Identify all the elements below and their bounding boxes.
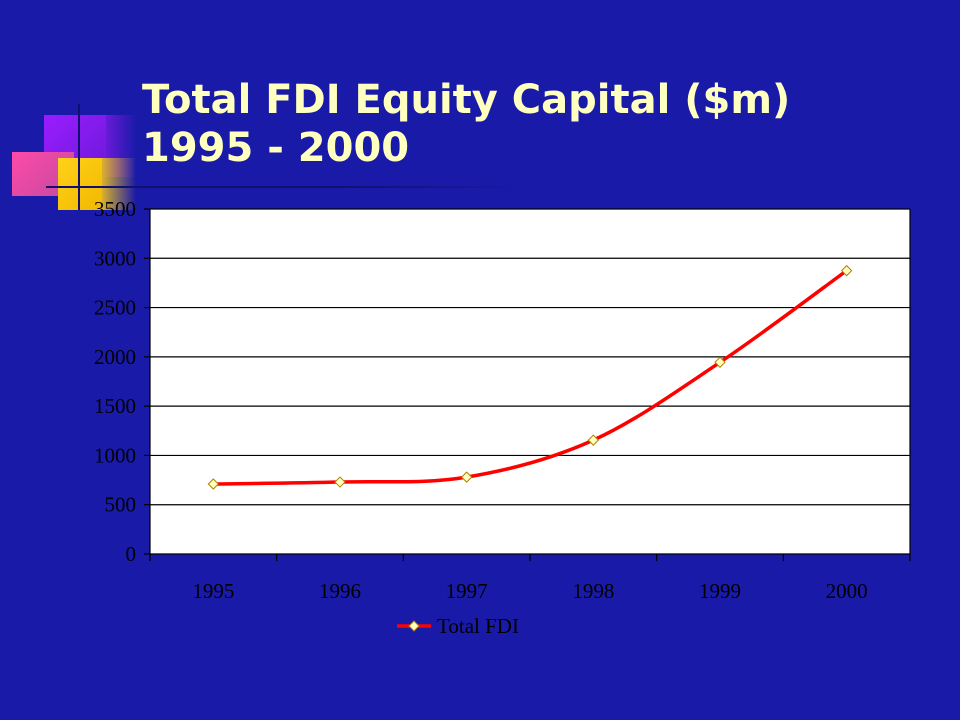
y-tick-label: 3500 <box>94 197 136 221</box>
x-tick-label: 1995 <box>192 579 234 603</box>
x-tick-label: 1999 <box>699 579 741 603</box>
legend-marker <box>408 620 420 632</box>
data-point-1998 <box>587 434 600 446</box>
decor-vertical-line <box>78 104 80 210</box>
y-tick-label: 2000 <box>94 345 136 369</box>
slide-title: Total FDI Equity Capital ($m) 1995 - 200… <box>142 77 791 171</box>
x-tick-label: 1998 <box>572 579 614 603</box>
x-tick-label: 2000 <box>826 579 868 603</box>
decor-yellow-square <box>58 158 102 210</box>
data-point-1999 <box>714 356 726 368</box>
data-point-1995 <box>207 478 220 490</box>
y-tick-label: 1000 <box>94 443 136 467</box>
y-tick-label: 500 <box>105 493 137 517</box>
decor-horizontal-line <box>46 186 526 188</box>
y-tick-label: 3000 <box>94 246 136 270</box>
y-tick-label: 2500 <box>94 296 136 320</box>
x-tick-label: 1996 <box>319 579 361 603</box>
plot-area <box>150 209 910 554</box>
series-line-total-fdi <box>213 269 848 486</box>
decor-yellow-fade <box>102 158 136 210</box>
data-point-1997 <box>460 471 473 483</box>
x-tick-label: 1997 <box>446 579 488 603</box>
legend-label: Total FDI <box>437 614 519 638</box>
data-point-1996 <box>334 476 346 488</box>
data-point-2000 <box>840 264 853 277</box>
y-tick-label: 1500 <box>94 394 136 418</box>
y-tick-label: 0 <box>126 542 137 566</box>
